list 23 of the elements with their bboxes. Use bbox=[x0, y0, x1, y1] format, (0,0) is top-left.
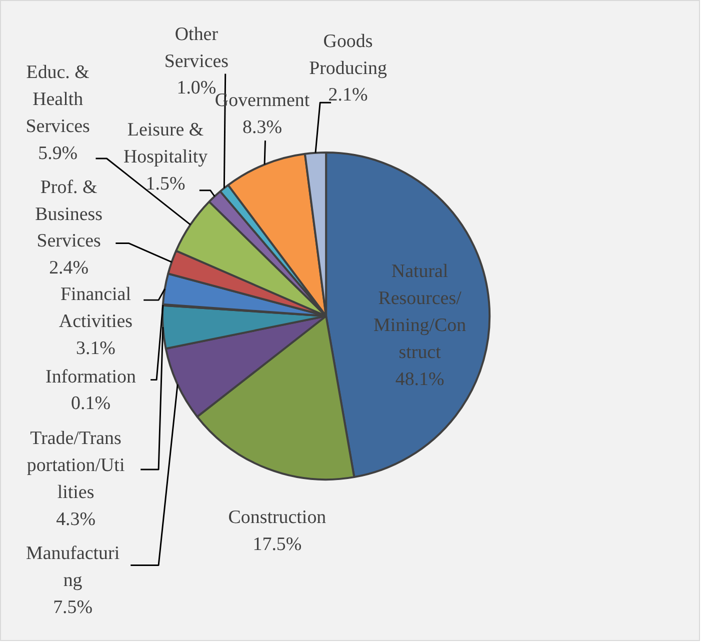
slice-label: Natural Resources/ Mining/Con struct bbox=[373, 261, 467, 363]
data-label: 17.5% bbox=[252, 534, 302, 555]
slice-label: Trade/Trans portation/Uti lities bbox=[26, 428, 125, 503]
slice-label: Construction bbox=[228, 506, 327, 528]
data-label: 3.1% bbox=[76, 338, 116, 359]
data-label: 1.0% bbox=[176, 78, 216, 99]
slice-label: Goods Producing bbox=[309, 30, 388, 79]
data-label: 8.3% bbox=[242, 117, 282, 138]
data-label: 1.5% bbox=[146, 173, 186, 194]
slice-label: Information bbox=[46, 366, 137, 388]
data-label: 7.5% bbox=[53, 597, 93, 618]
data-label: 5.9% bbox=[38, 142, 78, 164]
slice-label: Manufacturi ng bbox=[26, 543, 120, 592]
data-label: 2.4% bbox=[49, 258, 89, 279]
slice-label: Leisure & Hospitality bbox=[123, 120, 208, 168]
slice-label: Financial Activities bbox=[58, 284, 133, 332]
slice-label: Educ. & Health Services bbox=[26, 62, 90, 138]
data-label: 2.1% bbox=[328, 84, 368, 106]
slice-label: Other Services bbox=[164, 24, 229, 72]
data-label: 48.1% bbox=[395, 368, 444, 390]
slice-label: Prof. & Business Services bbox=[35, 176, 102, 252]
data-label: 0.1% bbox=[71, 393, 111, 414]
data-label: 4.3% bbox=[56, 508, 96, 530]
